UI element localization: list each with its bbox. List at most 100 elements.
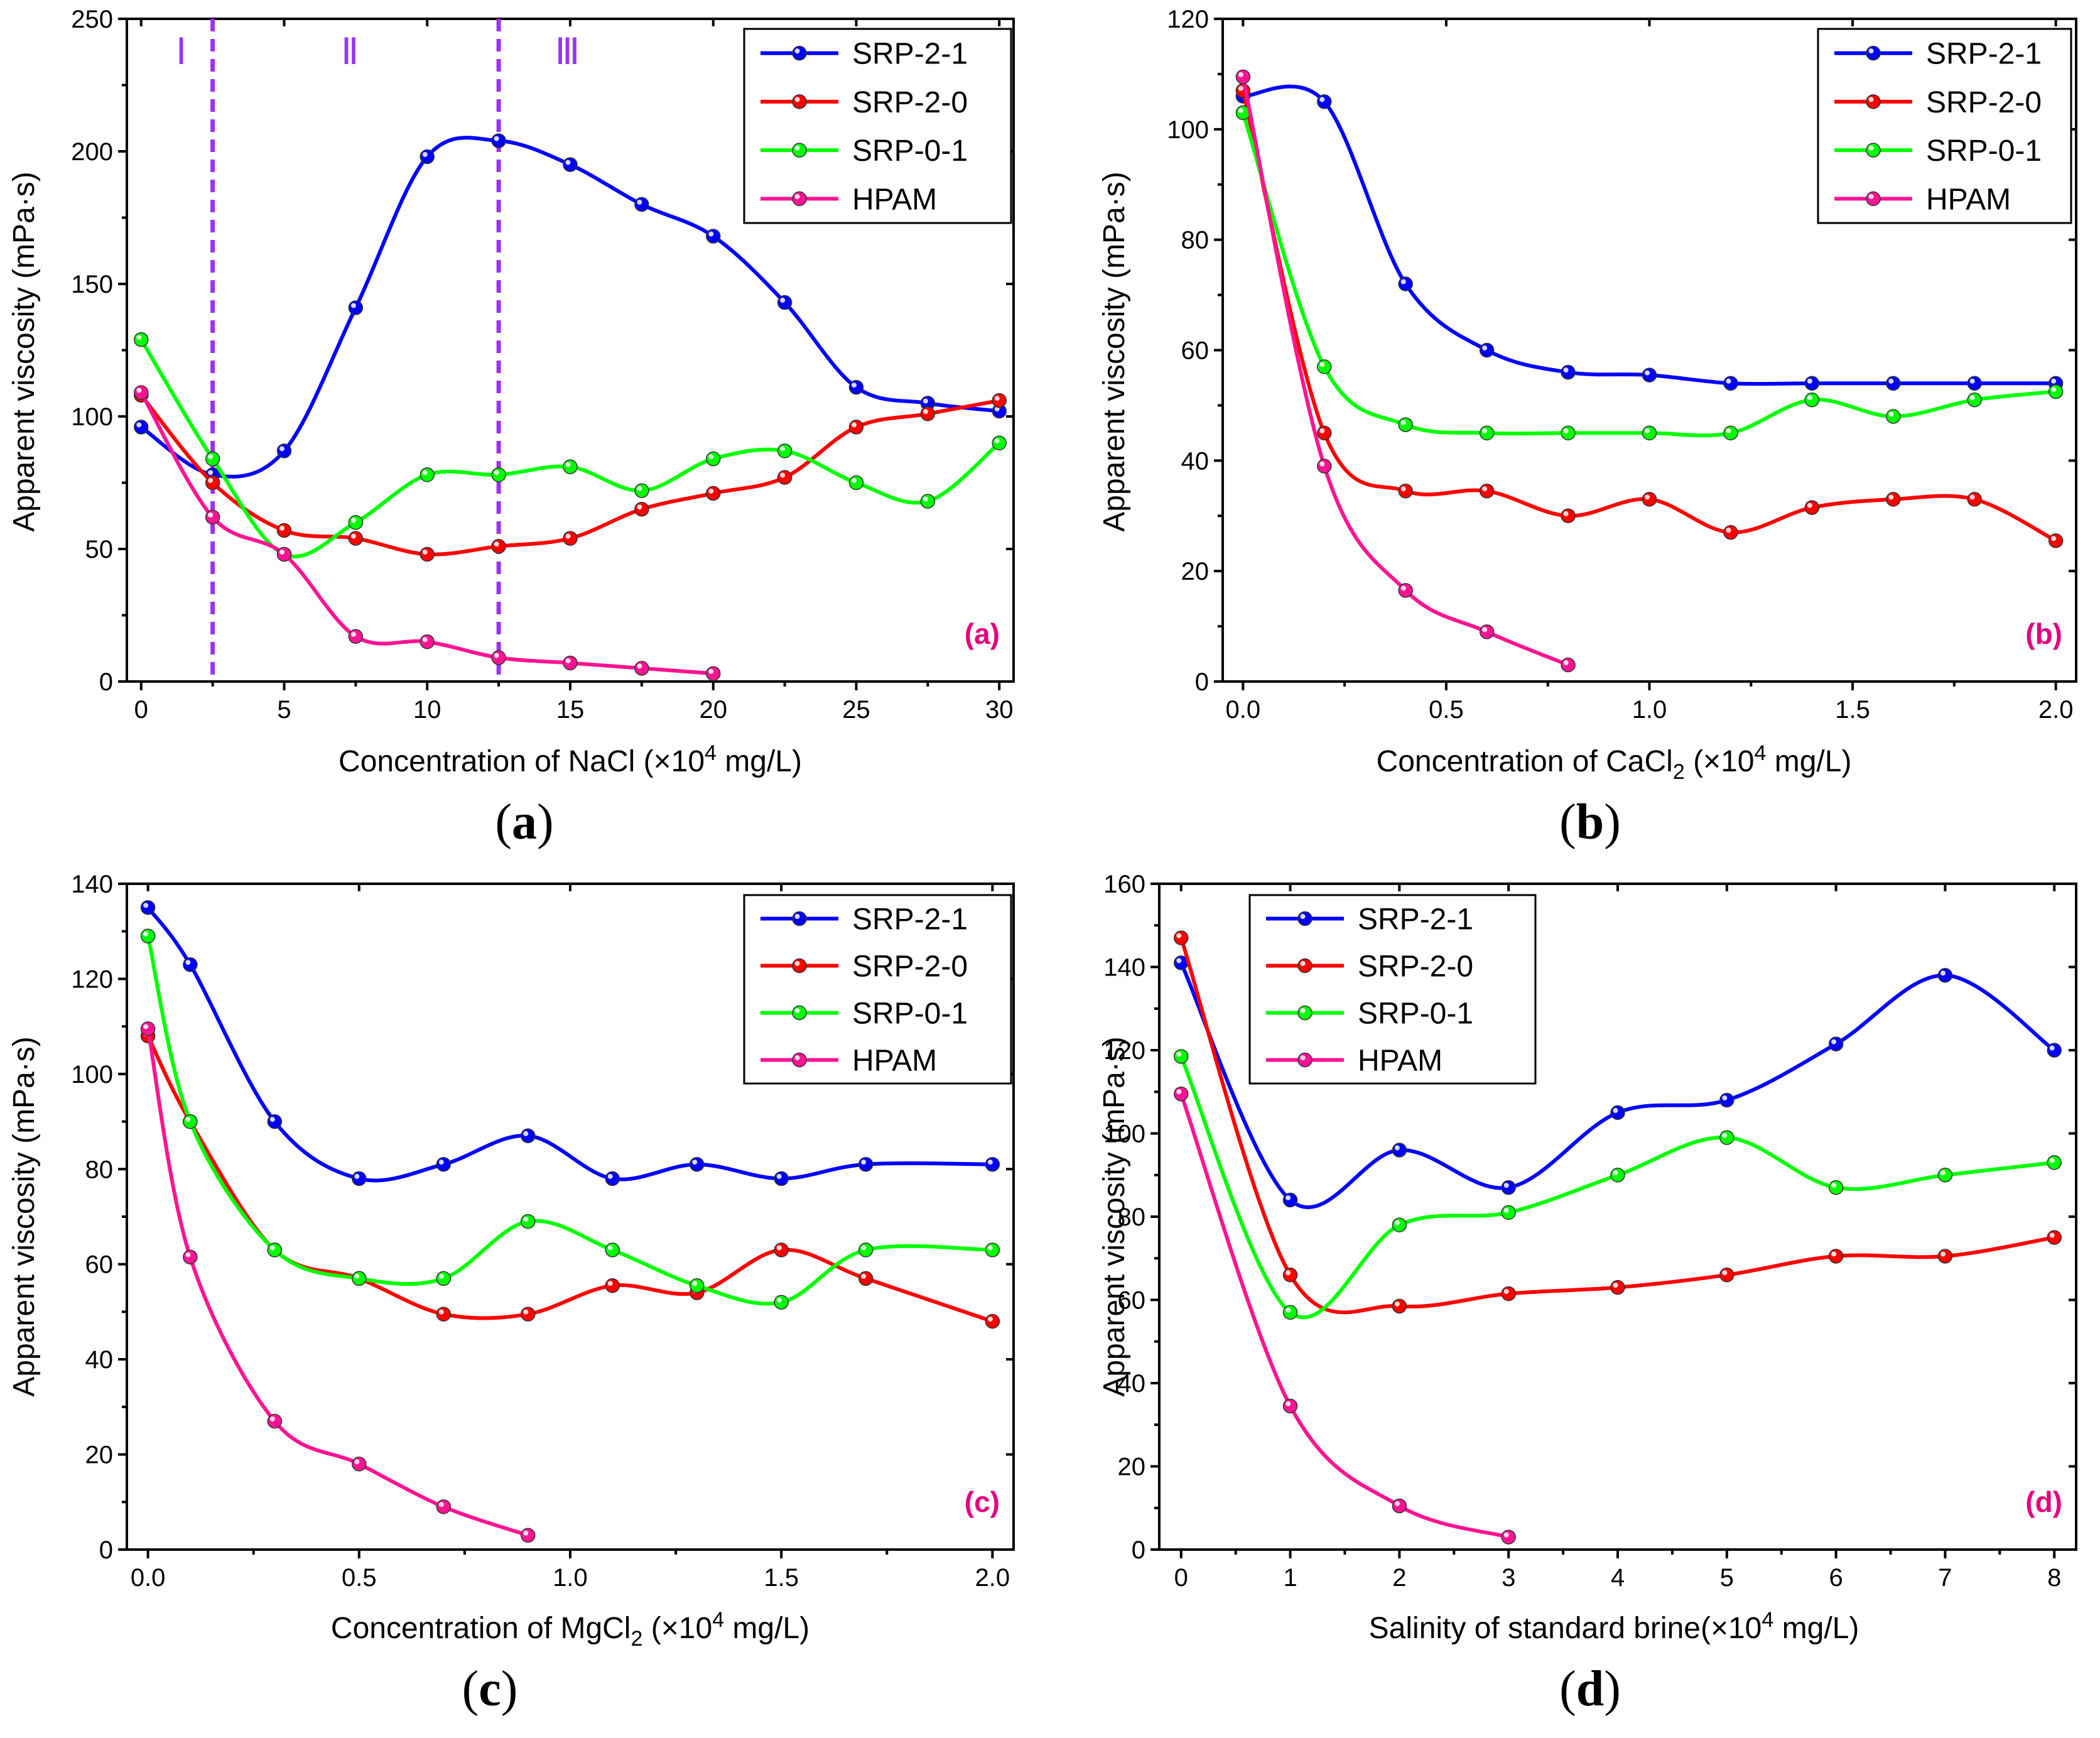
data-point	[1719, 1268, 1735, 1283]
legend-label: SRP-2-0	[1926, 86, 2042, 119]
data-point	[1317, 459, 1332, 474]
data-point	[134, 420, 149, 435]
legend-marker	[1297, 958, 1312, 974]
data-point	[1642, 492, 1657, 507]
legend-marker	[1866, 94, 1881, 109]
x-tick-label: 3	[1502, 1564, 1515, 1592]
data-point	[491, 539, 506, 554]
data-point	[348, 629, 364, 644]
series-HPAM	[1174, 1086, 1516, 1545]
data-point	[2048, 533, 2064, 548]
data-point	[1479, 483, 1495, 499]
data-point	[1501, 1205, 1516, 1220]
data-point	[858, 1242, 874, 1257]
data-point	[1886, 376, 1901, 391]
series-SRP-0-1	[140, 928, 1000, 1310]
data-point	[1174, 955, 1189, 970]
series-SRP-2-0	[1235, 83, 2064, 548]
y-axis-title: Apparent viscosity (mPa·s)	[1098, 1036, 1131, 1397]
data-point	[140, 900, 156, 915]
series-line	[1241, 84, 2058, 386]
y-tick-label: 120	[1167, 6, 1209, 33]
series-line	[139, 393, 1002, 557]
legend-label: HPAM	[1358, 1045, 1442, 1078]
data-point	[1828, 1249, 1844, 1264]
data-point	[140, 1021, 156, 1036]
data-point	[1886, 492, 1901, 507]
data-point	[1561, 364, 1576, 380]
data-point	[521, 1214, 536, 1229]
legend-label: HPAM	[1926, 183, 2011, 216]
series-line	[1179, 1092, 1511, 1540]
x-tick-label: 2.0	[2038, 696, 2074, 724]
y-tick-label: 20	[85, 1442, 114, 1469]
data-point	[563, 655, 578, 671]
data-point	[1398, 417, 1413, 432]
data-point	[1642, 425, 1657, 441]
data-point	[1937, 968, 1953, 983]
data-point	[1967, 392, 1982, 408]
y-tick-label: 40	[85, 1346, 114, 1374]
legend-label: SRP-2-1	[1926, 38, 2042, 71]
data-point	[1561, 508, 1576, 523]
y-axis-title: Apparent viscosity (mPa·s)	[1098, 171, 1131, 532]
series-SRP-2-1	[140, 900, 1000, 1187]
y-tick-label: 50	[85, 536, 114, 563]
data-point	[134, 385, 149, 400]
data-point	[1235, 105, 1251, 121]
series-HPAM	[134, 385, 721, 682]
series-SRP-0-1	[1235, 105, 2064, 441]
legend-label: SRP-0-1	[1358, 997, 1473, 1031]
legend-marker	[1866, 191, 1881, 207]
data-point	[1174, 1049, 1189, 1064]
data-point	[705, 451, 721, 467]
x-tick-label: 1.5	[764, 1564, 799, 1592]
x-tick-label: 5	[1720, 1564, 1734, 1592]
data-point	[348, 531, 364, 546]
data-point	[1174, 930, 1189, 945]
data-point	[1561, 657, 1576, 673]
legend-item: SRP-2-0	[1834, 86, 2042, 119]
legend-label: SRP-2-0	[852, 950, 968, 984]
data-point	[2047, 1043, 2062, 1058]
legend-marker	[1866, 45, 1881, 61]
series-line	[146, 934, 995, 1306]
data-point	[605, 1278, 620, 1293]
legend: SRP-2-1 SRP-2-0 SRP-0-1 HPAM	[1817, 28, 2072, 224]
y-tick-label: 0	[1195, 668, 1209, 696]
data-point	[419, 546, 435, 562]
data-point	[774, 1242, 789, 1257]
data-point	[605, 1242, 620, 1257]
x-tick-label: 6	[1829, 1564, 1843, 1592]
legend-item: HPAM	[760, 1045, 937, 1078]
data-point	[436, 1499, 452, 1514]
legend-item: SRP-2-1	[1834, 38, 2042, 71]
legend-marker	[792, 191, 807, 207]
data-point	[205, 475, 220, 491]
y-tick-label: 60	[85, 1251, 114, 1279]
y-tick-label: 160	[1103, 871, 1145, 898]
series-line	[1241, 111, 2058, 438]
legend-label: SRP-2-1	[852, 903, 968, 937]
data-point	[689, 1156, 705, 1172]
legend-marker	[792, 1005, 807, 1021]
y-tick-label: 120	[1103, 1037, 1145, 1065]
legend-label: SRP-2-0	[852, 86, 968, 119]
data-point	[1392, 1298, 1407, 1314]
data-point	[1501, 1529, 1516, 1545]
data-point	[419, 634, 435, 649]
x-axis-title: Salinity of standard brine(×104 mg/L)	[1369, 1608, 1859, 1645]
data-point	[992, 403, 1007, 419]
y-tick-label: 100	[71, 1061, 113, 1089]
data-point	[563, 459, 578, 474]
data-point	[563, 157, 578, 172]
data-point	[1937, 1249, 1953, 1264]
series-line	[146, 1026, 530, 1538]
data-point	[1235, 69, 1251, 85]
series-SRP-2-0	[134, 388, 1007, 562]
data-point	[1317, 359, 1332, 374]
y-tick-label: 0	[1132, 1536, 1145, 1564]
x-tick-label: 4	[1611, 1564, 1625, 1592]
legend-item: HPAM	[1266, 1045, 1442, 1078]
